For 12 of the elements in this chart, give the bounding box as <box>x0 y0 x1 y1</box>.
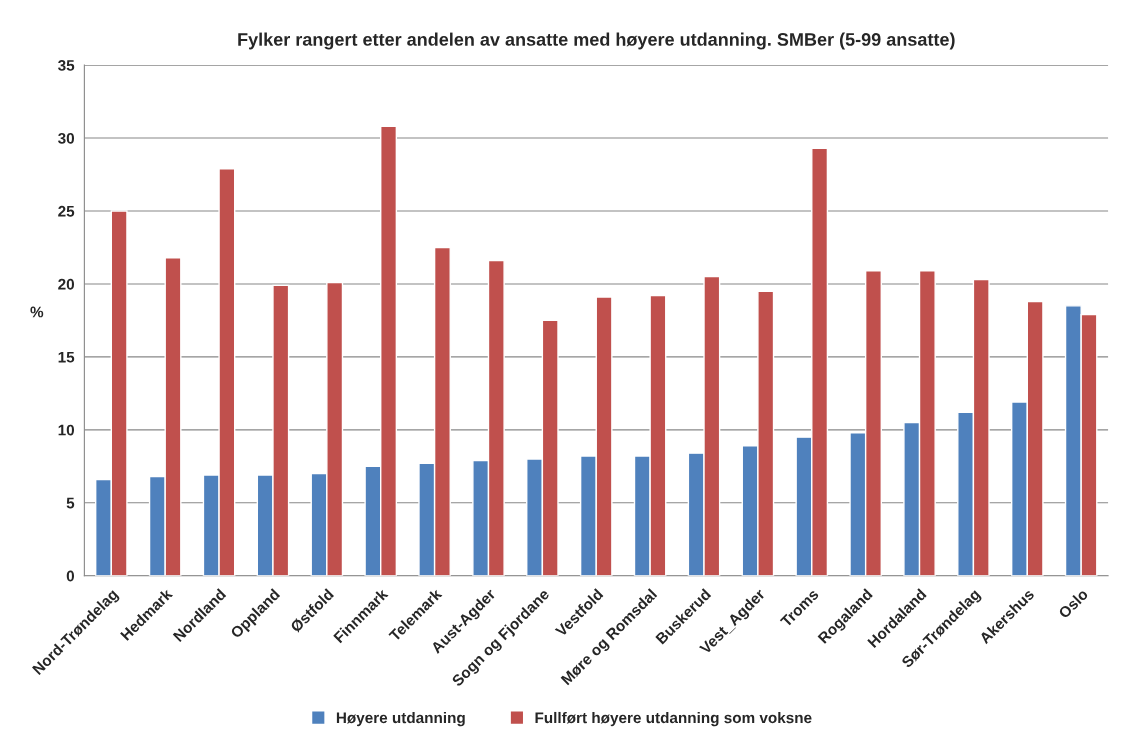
y-tick-label: 5 <box>66 497 75 509</box>
y-tick-label: 0 <box>66 570 75 582</box>
y-tick-label: 35 <box>58 59 75 71</box>
y-tick-label: 30 <box>58 132 75 144</box>
chart-title: Fylker rangert etter andelen av ansatte med høyere utdanning. SMBer (5-99 ansatte) <box>238 32 955 50</box>
legend-label: Høyere utdanning <box>336 711 465 727</box>
y-tick-label: 20 <box>58 278 75 290</box>
y-tick-label: 25 <box>58 205 75 217</box>
y-tick-label: 10 <box>58 424 75 436</box>
y-tick-label: 15 <box>58 351 75 363</box>
y-axis-title: % <box>30 306 44 318</box>
legend-label: Fullført høyere utdanning som voksne <box>535 711 812 727</box>
